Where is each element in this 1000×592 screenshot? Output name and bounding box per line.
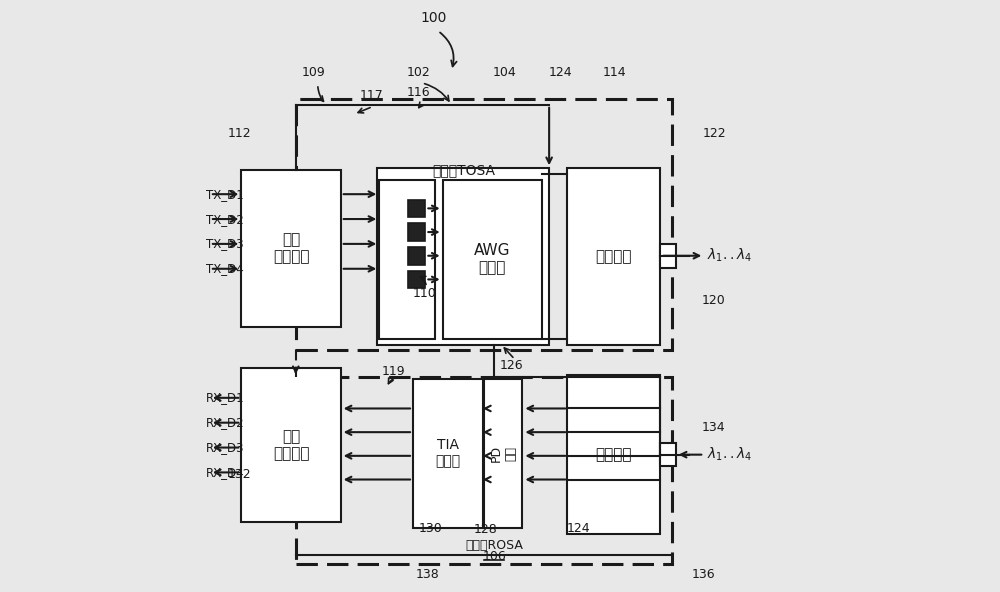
FancyArrowPatch shape: [425, 83, 449, 101]
Text: 124: 124: [566, 522, 590, 535]
Text: 128: 128: [474, 523, 498, 536]
Text: $\lambda_1..\lambda_4$: $\lambda_1..\lambda_4$: [707, 247, 753, 265]
Text: TX_D2: TX_D2: [206, 213, 244, 226]
Text: RX_D1: RX_D1: [206, 391, 244, 404]
FancyBboxPatch shape: [660, 244, 676, 268]
Text: 102: 102: [406, 66, 430, 79]
Bar: [408, 271, 425, 288]
FancyBboxPatch shape: [413, 379, 483, 528]
Bar: [408, 247, 425, 265]
Text: RX_D4: RX_D4: [206, 466, 244, 479]
Text: RX_D3: RX_D3: [206, 441, 244, 454]
FancyBboxPatch shape: [377, 168, 549, 345]
Text: 114: 114: [602, 66, 626, 79]
FancyBboxPatch shape: [484, 379, 522, 528]
Bar: [408, 223, 425, 241]
Text: 117: 117: [360, 89, 383, 102]
Text: TX_D1: TX_D1: [206, 188, 244, 201]
FancyBboxPatch shape: [567, 168, 660, 345]
Text: 124: 124: [549, 66, 572, 79]
FancyBboxPatch shape: [660, 443, 676, 466]
Text: 112: 112: [228, 127, 251, 140]
Text: 116: 116: [406, 86, 430, 99]
FancyArrowPatch shape: [388, 378, 394, 384]
Text: 120: 120: [701, 294, 725, 307]
Text: $\lambda_1..\lambda_4$: $\lambda_1..\lambda_4$: [707, 446, 753, 464]
FancyBboxPatch shape: [379, 180, 435, 339]
Text: RX_D2: RX_D2: [206, 416, 244, 429]
FancyBboxPatch shape: [241, 170, 341, 327]
FancyArrowPatch shape: [504, 348, 513, 358]
Text: TX_D4: TX_D4: [206, 262, 244, 275]
FancyBboxPatch shape: [443, 180, 542, 339]
Text: 多频道TOSA: 多频道TOSA: [432, 163, 495, 178]
FancyArrowPatch shape: [420, 276, 426, 284]
Text: 138: 138: [416, 568, 440, 581]
Text: 接收
连接电路: 接收 连接电路: [273, 429, 309, 461]
FancyArrowPatch shape: [358, 108, 370, 113]
Text: 多频道ROSA: 多频道ROSA: [465, 539, 523, 552]
Text: PD
阵列: PD 阵列: [489, 445, 517, 462]
Text: 136: 136: [691, 568, 715, 581]
FancyArrowPatch shape: [318, 87, 323, 101]
Bar: [408, 200, 425, 217]
Text: TIA
四频道: TIA 四频道: [435, 438, 460, 469]
Text: 106: 106: [482, 550, 506, 563]
Text: 光纤插座: 光纤插座: [595, 249, 632, 264]
FancyBboxPatch shape: [241, 368, 341, 522]
Text: 122: 122: [702, 127, 726, 140]
Text: 130: 130: [418, 522, 442, 535]
Text: 104: 104: [493, 66, 517, 79]
Text: 132: 132: [228, 468, 251, 481]
Text: TX_D3: TX_D3: [206, 237, 243, 250]
Text: 发射
连接电路: 发射 连接电路: [273, 232, 309, 265]
Text: 126: 126: [500, 359, 524, 372]
FancyArrowPatch shape: [419, 102, 424, 108]
Text: 134: 134: [701, 421, 725, 434]
FancyArrowPatch shape: [440, 33, 457, 66]
Text: 119: 119: [382, 365, 405, 378]
FancyBboxPatch shape: [567, 375, 660, 534]
Text: 100: 100: [421, 11, 447, 25]
Text: 光纤插座: 光纤插座: [595, 447, 632, 462]
Text: 110: 110: [412, 287, 436, 300]
Text: 109: 109: [302, 66, 325, 79]
Text: AWG
多工器: AWG 多工器: [474, 243, 511, 275]
